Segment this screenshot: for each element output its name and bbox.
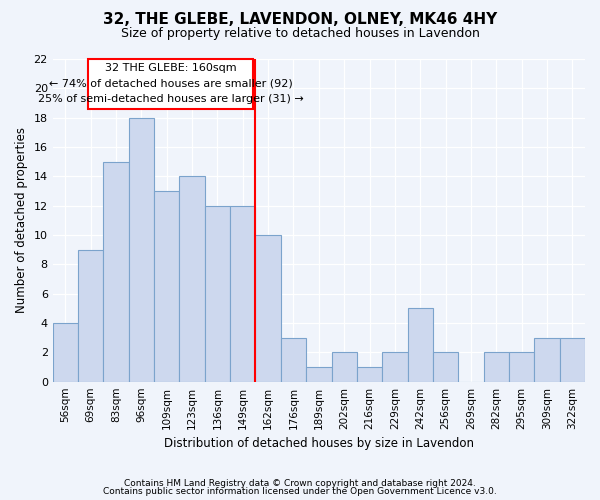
Text: 25% of semi-detached houses are larger (31) →: 25% of semi-detached houses are larger (…: [38, 94, 304, 104]
Text: 32, THE GLEBE, LAVENDON, OLNEY, MK46 4HY: 32, THE GLEBE, LAVENDON, OLNEY, MK46 4HY: [103, 12, 497, 28]
Bar: [306, 367, 332, 382]
X-axis label: Distribution of detached houses by size in Lavendon: Distribution of detached houses by size …: [164, 437, 474, 450]
Bar: [78, 250, 103, 382]
Bar: [129, 118, 154, 382]
Bar: [205, 206, 230, 382]
Bar: [256, 235, 281, 382]
Bar: [433, 352, 458, 382]
Bar: [484, 352, 509, 382]
Text: Contains public sector information licensed under the Open Government Licence v3: Contains public sector information licen…: [103, 487, 497, 496]
Bar: [179, 176, 205, 382]
Bar: [509, 352, 535, 382]
Bar: [332, 352, 357, 382]
Bar: [535, 338, 560, 382]
Bar: [103, 162, 129, 382]
Bar: [88, 59, 253, 109]
Bar: [407, 308, 433, 382]
Y-axis label: Number of detached properties: Number of detached properties: [15, 128, 28, 314]
Bar: [230, 206, 256, 382]
Bar: [154, 191, 179, 382]
Bar: [281, 338, 306, 382]
Bar: [560, 338, 585, 382]
Bar: [382, 352, 407, 382]
Text: Contains HM Land Registry data © Crown copyright and database right 2024.: Contains HM Land Registry data © Crown c…: [124, 478, 476, 488]
Text: Size of property relative to detached houses in Lavendon: Size of property relative to detached ho…: [121, 28, 479, 40]
Bar: [53, 323, 78, 382]
Text: 32 THE GLEBE: 160sqm: 32 THE GLEBE: 160sqm: [105, 64, 236, 74]
Bar: [357, 367, 382, 382]
Text: ← 74% of detached houses are smaller (92): ← 74% of detached houses are smaller (92…: [49, 79, 292, 89]
